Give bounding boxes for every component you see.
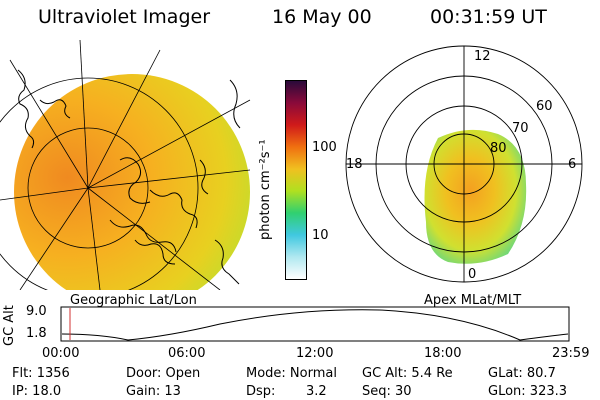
mlt-label-left: 18 xyxy=(346,157,363,172)
altitude-ytick-min: 1.8 xyxy=(26,326,47,341)
altitude-plot xyxy=(60,306,570,342)
coastlines xyxy=(17,69,241,285)
altitude-xtick-0: 00:00 xyxy=(42,346,80,361)
instrument-title: Ultraviolet Imager xyxy=(38,6,211,28)
lat-label-60: 60 xyxy=(536,99,553,114)
lat-label-80: 80 xyxy=(490,141,507,156)
auroral-image-left xyxy=(14,74,250,290)
observation-date: 16 May 00 xyxy=(272,6,372,28)
mlt-label-top: 12 xyxy=(474,49,491,64)
info-seq: Seq: 30 xyxy=(362,384,412,399)
lat-lon-grid xyxy=(0,40,251,290)
polar-mlt-plot: 12 18 6 0 60 70 80 xyxy=(345,45,583,283)
mlt-label-right: 6 xyxy=(568,157,576,172)
geographic-map xyxy=(0,40,251,290)
polar-grid xyxy=(345,45,583,283)
right-map-label: Apex MLat/MLT xyxy=(424,293,522,308)
info-dsp-label: Dsp: xyxy=(246,384,276,399)
altitude-xtick-1: 06:00 xyxy=(168,346,206,361)
mlt-label-bottom: 0 xyxy=(468,267,476,282)
altitude-curve xyxy=(61,309,569,341)
colorbar-tick-10: 10 xyxy=(312,228,329,243)
lat-label-70: 70 xyxy=(512,121,529,136)
altitude-ytick-max: 9.0 xyxy=(26,304,47,319)
info-gain: Gain: 13 xyxy=(126,384,181,399)
colorbar-unit-label: photon cm⁻²s⁻¹ xyxy=(258,139,273,240)
left-map-label: Geographic Lat/Lon xyxy=(70,293,197,308)
info-glat: GLat: 80.7 xyxy=(488,366,556,381)
altitude-xtick-4: 23:59 xyxy=(552,346,590,361)
info-ip: IP: 18.0 xyxy=(12,384,62,399)
colorbar xyxy=(285,80,307,280)
info-mode: Mode: Normal xyxy=(246,366,337,381)
info-flt: Flt: 1356 xyxy=(12,366,70,381)
info-gc-alt: GC Alt: 5.4 Re xyxy=(362,366,453,381)
info-dsp-value: 3.2 xyxy=(306,384,327,399)
auroral-oval-right xyxy=(424,129,527,264)
info-door: Door: Open xyxy=(126,366,201,381)
altitude-xtick-2: 12:00 xyxy=(296,346,334,361)
colorbar-tick-100: 100 xyxy=(312,140,337,155)
info-glon: GLon: 323.3 xyxy=(488,384,568,399)
altitude-xtick-3: 18:00 xyxy=(424,346,462,361)
altitude-ylabel: GC Alt xyxy=(2,305,17,346)
observation-time: 00:31:59 UT xyxy=(430,6,547,28)
